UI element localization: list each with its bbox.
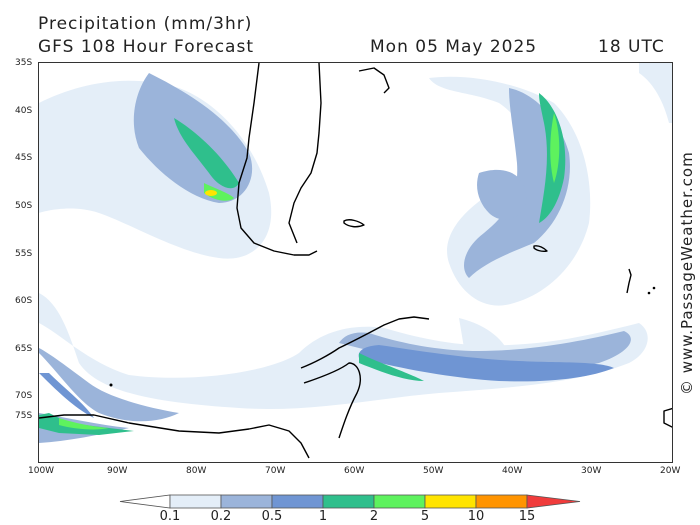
legend-swatch bbox=[424, 494, 477, 509]
legend-threshold-label: 1 bbox=[318, 509, 328, 524]
legend-threshold-label: 0.2 bbox=[210, 509, 232, 524]
legend-threshold-label: 2 bbox=[369, 509, 379, 524]
latitude-label: 45S bbox=[15, 153, 33, 163]
latitude-label: 70S bbox=[15, 391, 33, 401]
precip-layer-very-heavy bbox=[59, 113, 560, 430]
longitude-label: 30W bbox=[581, 466, 602, 476]
longitude-label: 50W bbox=[423, 466, 444, 476]
legend-swatch bbox=[373, 494, 426, 509]
longitude-label: 90W bbox=[107, 466, 128, 476]
precipitation-map bbox=[38, 62, 673, 463]
latitude-label: 75S bbox=[15, 411, 33, 421]
forecast-time: 18 UTC bbox=[598, 37, 665, 57]
latitude-label: 50S bbox=[15, 201, 33, 211]
legend-swatch bbox=[220, 494, 273, 509]
latitude-label: 40S bbox=[15, 106, 33, 116]
latitude-label: 60S bbox=[15, 296, 33, 306]
forecast-model: GFS 108 Hour Forecast bbox=[38, 37, 254, 57]
longitude-label: 80W bbox=[186, 466, 207, 476]
longitude-label: 70W bbox=[265, 466, 286, 476]
legend-swatch bbox=[475, 494, 528, 509]
legend-threshold-label: 5 bbox=[420, 509, 430, 524]
latitude-label: 65S bbox=[15, 344, 33, 354]
legend-threshold-label: 0.5 bbox=[261, 509, 283, 524]
legend-threshold-label: 10 bbox=[467, 509, 485, 524]
chart-title: Precipitation (mm/3hr) bbox=[38, 14, 253, 34]
legend-swatch bbox=[169, 494, 222, 509]
map-canvas bbox=[39, 63, 672, 459]
precip-layer-moderate bbox=[39, 345, 614, 418]
forecast-date: Mon 05 May 2025 bbox=[370, 37, 538, 57]
longitude-label: 40W bbox=[502, 466, 523, 476]
legend-swatch bbox=[119, 494, 171, 509]
coastline bbox=[39, 63, 672, 459]
latitude-label: 35S bbox=[15, 58, 33, 68]
island-outlines bbox=[109, 286, 656, 387]
legend-swatch bbox=[526, 494, 581, 509]
legend-swatch bbox=[322, 494, 375, 509]
longitude-label: 20W bbox=[660, 466, 681, 476]
legend-swatch bbox=[271, 494, 324, 509]
longitude-label: 100W bbox=[28, 466, 55, 476]
longitude-label: 60W bbox=[344, 466, 365, 476]
latitude-label: 55S bbox=[15, 249, 33, 259]
legend-threshold-label: 0.1 bbox=[159, 509, 181, 524]
precip-layer-intense bbox=[205, 190, 217, 196]
legend-threshold-label: 15 bbox=[518, 509, 536, 524]
